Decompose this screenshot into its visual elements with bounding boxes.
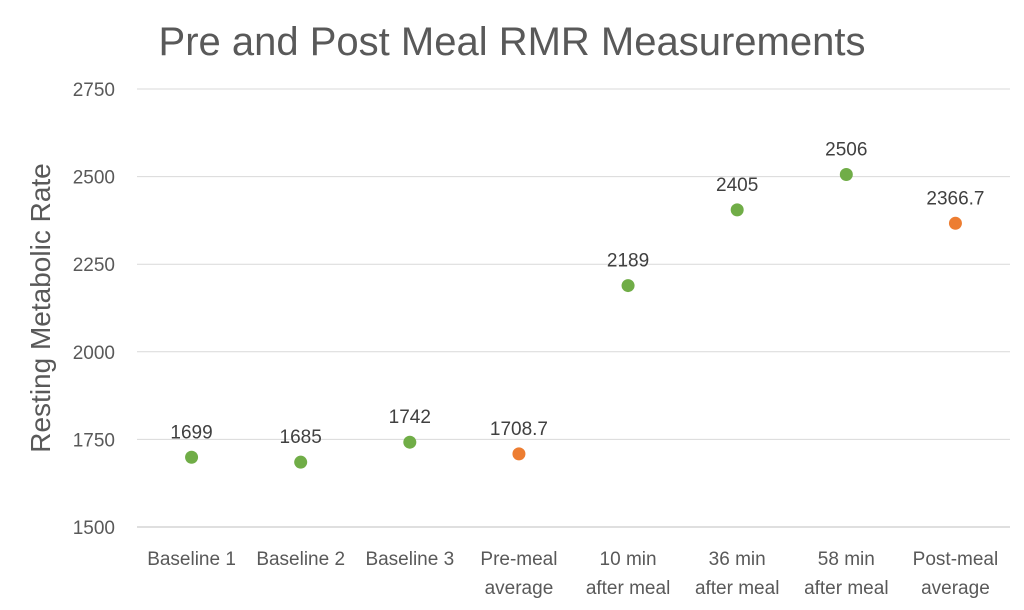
y-tick-label: 1750 [73, 430, 115, 451]
data-label: 2506 [825, 139, 867, 160]
x-category-label: average [921, 578, 990, 599]
x-category-label: 10 min [600, 549, 657, 570]
data-points [185, 167, 962, 469]
data-label: 1685 [280, 427, 322, 448]
x-category-label: Baseline 2 [256, 549, 345, 570]
x-category-label: Post-meal [913, 549, 999, 570]
y-axis-label: Resting Metabolic Rate [25, 163, 56, 452]
y-tick-labels: 1500 1750 2000 2250 2500 2750 [73, 80, 115, 539]
y-tick-label: 1500 [73, 518, 115, 539]
gridlines [137, 88, 1010, 528]
y-tick-label: 2000 [73, 343, 115, 364]
y-tick-label: 2500 [73, 168, 115, 189]
data-label: 1742 [389, 407, 431, 428]
data-point [403, 435, 417, 449]
x-category-label: after meal [586, 578, 670, 599]
data-point [948, 216, 962, 230]
data-point [294, 455, 308, 469]
x-category-label: Pre-meal [480, 549, 557, 570]
data-label: 1708.7 [490, 419, 548, 440]
x-category-label: 58 min [818, 549, 875, 570]
data-point [621, 279, 635, 293]
x-category-label: Baseline 3 [365, 549, 454, 570]
x-category-label: average [485, 578, 554, 599]
y-tick-label: 2250 [73, 255, 115, 276]
x-category-label: 36 min [709, 549, 766, 570]
data-point [512, 447, 526, 461]
data-point [185, 450, 199, 464]
x-category-label: after meal [695, 578, 779, 599]
data-labels: 1699 1685 1742 1708.7 2189 2405 2506 2366.7 [170, 139, 984, 448]
y-tick-label: 2750 [73, 80, 115, 101]
chart-title: Pre and Post Meal RMR Measurements [159, 20, 866, 64]
data-point [730, 203, 744, 217]
x-category-label: Baseline 1 [147, 549, 236, 570]
data-label: 2366.7 [926, 188, 984, 209]
data-label: 2189 [607, 251, 649, 272]
data-point [839, 167, 853, 181]
x-category-label: after meal [804, 578, 888, 599]
data-label: 2405 [716, 175, 758, 196]
data-label: 1699 [170, 422, 212, 443]
x-category-labels: Baseline 1 Baseline 2 Baseline 3 Pre-meal av… [147, 549, 998, 599]
